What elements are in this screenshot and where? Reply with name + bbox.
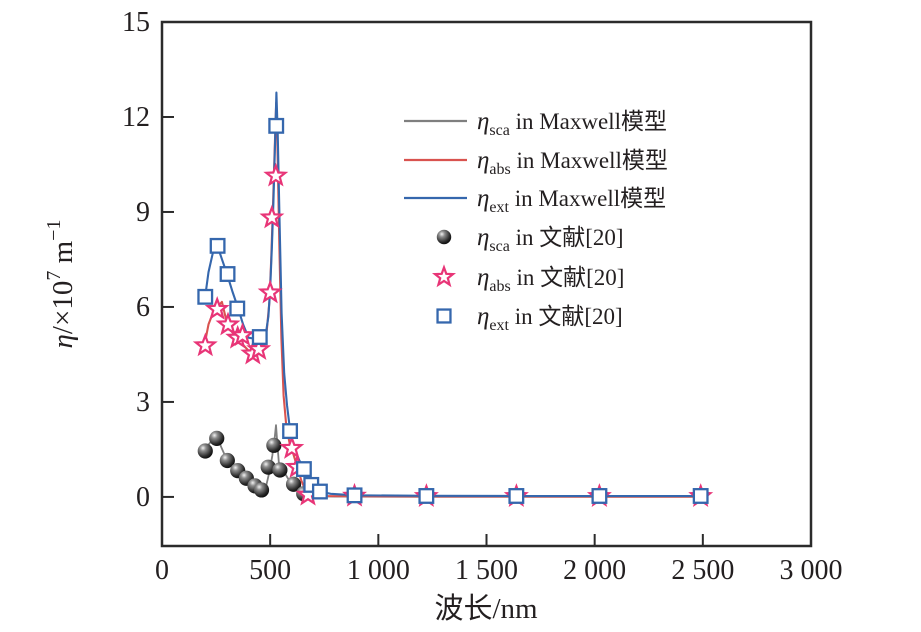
y-title-unit-exponent: −1 bbox=[43, 220, 65, 241]
x-tick-label: 0 bbox=[155, 555, 169, 586]
y-tick-label: 0 bbox=[136, 482, 150, 513]
marker-square-ext_ref bbox=[295, 461, 312, 478]
chart-legend: ηsca in Maxwell模型 ηabs in Maxwell模型 ηext i… bbox=[404, 108, 668, 334]
marker-square-ext_ref bbox=[508, 488, 525, 504]
x-tick-label: 1 500 bbox=[455, 555, 518, 586]
legend-label: ηext in 文献[20] bbox=[477, 303, 623, 334]
legend-label: ηext in Maxwell模型 bbox=[477, 185, 666, 216]
x-tick-label: 500 bbox=[249, 555, 291, 586]
marker-star-abs_ref bbox=[204, 296, 230, 320]
plot-frame-rect bbox=[160, 20, 813, 548]
marker-star-abs_ref bbox=[263, 162, 289, 187]
marker-star-abs_ref bbox=[192, 332, 218, 357]
y-title-unit: m bbox=[47, 240, 79, 270]
y-title-frac: /×10 bbox=[47, 281, 79, 334]
legend-label: ηabs in 文献[20] bbox=[477, 264, 624, 295]
y-tick-label: 6 bbox=[136, 292, 150, 323]
marker-star-abs_ref bbox=[246, 336, 272, 361]
legend-item-sca_maxwell: ηsca in Maxwell模型 bbox=[404, 108, 667, 139]
legend-label: ηabs in Maxwell模型 bbox=[477, 147, 668, 178]
x-tick-label: 2 000 bbox=[563, 555, 626, 586]
y-tick-label: 3 bbox=[136, 387, 150, 418]
y-tick-label: 12 bbox=[122, 102, 150, 133]
marker-square-ext_ref bbox=[209, 237, 226, 254]
x-tick-label: 3 000 bbox=[780, 555, 843, 586]
y-title-exponent: 7 bbox=[43, 271, 65, 281]
marker-sphere-sca_ref bbox=[253, 482, 270, 498]
axis-ticks: 0 500 1 000 1 500 2 000 2 500 3 000 0 3 6 9 12 15 bbox=[122, 7, 843, 586]
marker-square-ext_ref bbox=[197, 288, 214, 305]
x-tick-label: 1 000 bbox=[347, 555, 410, 586]
y-tick-label: 9 bbox=[136, 197, 150, 228]
marker-star-abs_ref bbox=[229, 322, 256, 346]
marker-star-abs_ref bbox=[279, 435, 305, 459]
marker-sphere-sca_ref bbox=[209, 430, 225, 446]
marker-square-ext_ref bbox=[591, 488, 608, 504]
marker-square-ext_ref bbox=[311, 483, 328, 500]
marker-square-ext_ref bbox=[418, 488, 435, 504]
legend-item-abs_ref: ηabs in 文献[20] bbox=[431, 264, 624, 295]
plot-frame bbox=[160, 20, 813, 548]
legend-item-sca_ref: ηsca in 文献[20] bbox=[436, 224, 624, 255]
marker-sphere-sca_ref bbox=[197, 443, 213, 459]
legend-label: ηsca in Maxwell模型 bbox=[477, 108, 667, 139]
y-tick-label: 15 bbox=[122, 7, 150, 38]
marker-square-ext_ref bbox=[692, 488, 709, 504]
legend-label: ηsca in 文献[20] bbox=[477, 224, 624, 255]
x-tick-label: 2 500 bbox=[671, 555, 734, 586]
x-axis-title: 波长/nm bbox=[434, 592, 538, 625]
marker-sphere-legend-sca_ref bbox=[436, 229, 452, 245]
y-title-eta: η bbox=[47, 334, 79, 348]
y-axis-title: η/×107 m−1 bbox=[43, 220, 79, 349]
marker-sphere-sca_ref bbox=[266, 437, 282, 453]
marker-square-ext_ref bbox=[268, 117, 285, 134]
marker-square-ext_ref bbox=[219, 266, 236, 282]
marker-sphere-sca_ref bbox=[219, 452, 235, 469]
marker-square-ext_ref bbox=[251, 329, 268, 345]
marker-square-legend-ext_ref bbox=[436, 308, 452, 324]
legend-item-ext_ref: ηext in 文献[20] bbox=[436, 303, 623, 334]
legend-item-ext_maxwell: ηext in Maxwell模型 bbox=[404, 185, 666, 216]
series-line-sca_maxwell bbox=[203, 424, 701, 498]
marker-star-legend-abs_ref bbox=[431, 264, 457, 288]
chart-series bbox=[192, 91, 714, 507]
marker-square-ext_ref bbox=[346, 487, 363, 504]
marker-star-abs_ref bbox=[257, 279, 283, 304]
marker-square-ext_ref bbox=[282, 423, 299, 440]
legend-item-abs_maxwell: ηabs in Maxwell模型 bbox=[404, 147, 668, 178]
marker-sphere-sca_ref bbox=[272, 462, 288, 478]
marker-square-ext_ref bbox=[229, 300, 246, 317]
marker-sphere-sca_ref bbox=[260, 459, 276, 475]
marker-star-abs_ref bbox=[215, 311, 241, 336]
marker-sphere-sca_ref bbox=[285, 476, 302, 492]
marker-star-abs_ref bbox=[259, 204, 285, 229]
